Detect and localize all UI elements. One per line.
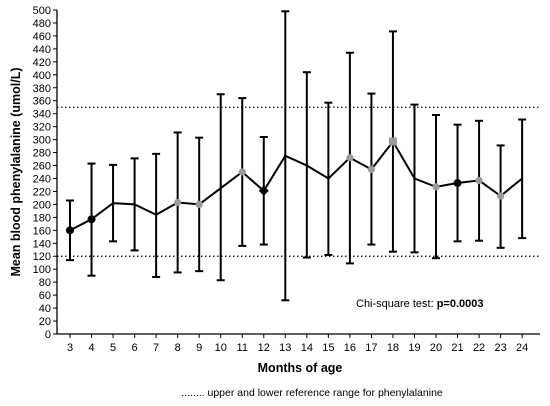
x-tick-label: 3: [67, 342, 73, 354]
y-tick-label: 160: [33, 225, 51, 237]
data-point: [195, 200, 203, 208]
data-point: [219, 187, 222, 190]
x-tick-label: 6: [132, 342, 138, 354]
data-point: [520, 177, 524, 180]
data-point: [475, 176, 483, 185]
data-point: [497, 192, 505, 200]
reference-range-footnote: ........ upper and lower reference range…: [181, 387, 443, 399]
data-point: [367, 165, 376, 174]
y-tick-label: 320: [33, 122, 51, 134]
data-point: [238, 168, 246, 176]
chi-square-p-value: p=0.0003: [437, 298, 484, 310]
y-tick-label: 280: [33, 148, 51, 160]
y-tick-label: 300: [33, 135, 51, 147]
x-tick-label: 22: [473, 342, 485, 354]
x-tick-label: 7: [153, 342, 159, 354]
y-tick-label: 480: [33, 18, 51, 30]
data-point: [133, 203, 136, 206]
x-tick-label: 17: [365, 342, 377, 354]
chi-square-prefix: Chi-square test:: [356, 298, 437, 310]
x-tick-label: 20: [430, 342, 442, 354]
reference-lines: [57, 106, 540, 257]
x-tick-label: 9: [196, 342, 202, 354]
y-tick-label: 60: [39, 290, 51, 302]
y-tick-label: 400: [33, 70, 51, 82]
y-tick-label: 380: [33, 83, 51, 95]
data-point: [66, 226, 74, 235]
x-tick-label: 15: [322, 342, 334, 354]
x-tick-label: 12: [258, 342, 270, 354]
error-bars: [66, 10, 527, 302]
data-point: [305, 164, 309, 167]
y-tick-label: 420: [33, 57, 51, 69]
data-point: [327, 177, 330, 180]
x-tick-label: 24: [516, 342, 528, 354]
y-tick-label: 360: [33, 96, 51, 108]
x-tick-label: 19: [408, 342, 420, 354]
data-point: [432, 183, 440, 191]
data-point: [284, 154, 287, 157]
x-tick-label: 14: [301, 342, 313, 354]
x-tick-label: 4: [88, 342, 94, 354]
data-point: [453, 179, 462, 188]
x-tick-label: 21: [451, 342, 463, 354]
x-tick-label: 8: [175, 342, 181, 354]
y-tick-label: 120: [33, 251, 51, 263]
x-axis-label: Months of age: [258, 361, 343, 375]
axes: 0204060801001201401601802002202402602803…: [33, 5, 540, 354]
y-tick-label: 80: [39, 277, 51, 289]
y-tick-label: 340: [33, 109, 51, 121]
data-point: [174, 198, 182, 207]
x-tick-label: 23: [494, 342, 506, 354]
y-tick-label: 200: [33, 199, 51, 211]
series-line: [69, 139, 523, 232]
data-point: [111, 201, 115, 205]
y-tick-label: 440: [33, 44, 51, 56]
y-axis-label: Mean blood phenylalanine (umol/L): [9, 67, 23, 276]
y-tick-label: 240: [33, 173, 51, 185]
x-tick-label: 18: [387, 342, 399, 354]
data-point: [87, 215, 96, 224]
x-tick-label: 13: [279, 342, 291, 354]
y-tick-label: 0: [45, 329, 51, 341]
y-tick-label: 20: [39, 316, 51, 328]
y-tick-label: 140: [33, 238, 51, 250]
chi-square-annotation: Chi-square test: p=0.0003: [356, 298, 484, 310]
data-points: [66, 137, 524, 235]
x-tick-label: 10: [215, 342, 227, 354]
data-point: [346, 154, 354, 162]
y-tick-label: 40: [39, 303, 51, 315]
y-tick-label: 100: [33, 264, 51, 276]
y-tick-label: 460: [33, 31, 51, 43]
mean-line: [69, 139, 523, 232]
y-tick-label: 180: [33, 212, 51, 224]
y-tick-label: 220: [33, 186, 51, 198]
x-tick-label: 11: [237, 342, 248, 354]
data-point: [154, 213, 158, 216]
x-tick-label: 16: [344, 342, 356, 354]
data-point: [413, 177, 416, 180]
x-tick-label: 5: [110, 342, 116, 354]
data-point: [258, 185, 269, 196]
y-tick-label: 260: [33, 161, 51, 173]
data-point: [388, 137, 397, 146]
y-tick-label: 500: [33, 5, 51, 17]
